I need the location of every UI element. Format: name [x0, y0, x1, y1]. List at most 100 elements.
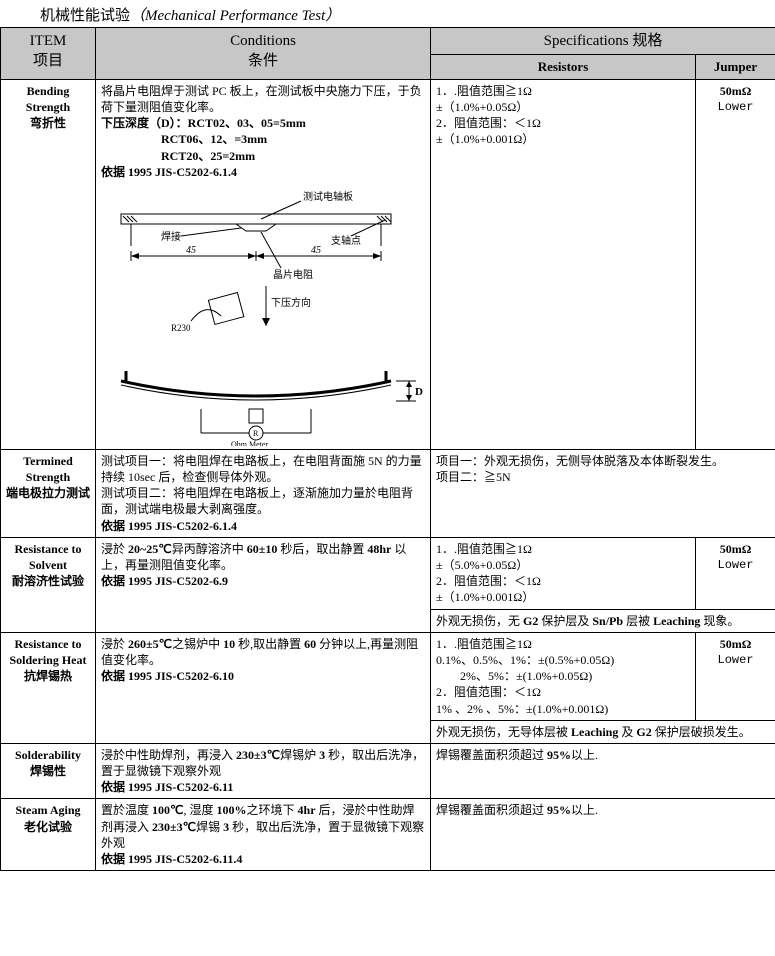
soldheat-spec-l4: 2．阻值范围：＜1Ω [436, 684, 690, 700]
termined-cond-l2: 测试项目二：将电阻焊在电路板上，逐渐施加力量於电阻背面，测试端电极最大剥离强度。 [101, 485, 425, 517]
hdr-cond: Conditions 条件 [96, 28, 431, 80]
soldheat-spec-l3: 2%、5%：±(1.0%+0.05Ω) [436, 668, 690, 684]
solvent-cond-l1: 浸於 20~25℃异丙醇溶济中 60±10 秒后，取出静置 48hr 以上，再量… [101, 541, 425, 573]
soldheat-item: Resistance to Soldering Heat 抗焊锡热 [1, 632, 96, 743]
bending-item-cn: 弯折性 [6, 115, 90, 131]
svg-text:R: R [253, 429, 259, 438]
soldheat-cond-l2: 依据 1995 JIS-C5202-6.10 [101, 668, 425, 684]
steam-cond: 置於温度 100℃, 湿度 100%之环境下 4hr 后，浸於中性助焊剂再浸入 … [96, 799, 431, 871]
svg-text:晶片电阻: 晶片电阻 [273, 268, 313, 281]
bending-cond: 将晶片电阻焊于测试 PC 板上，在测试板中央施力下压，于负荷下量测阻值变化率。 … [96, 79, 431, 449]
soldheat-spec-l5: 1% 、2% 、5%：±(1.0%+0.001Ω) [436, 701, 690, 717]
solderability-item-en: Solderability [6, 747, 90, 763]
hdr-jumper: Jumper [696, 55, 775, 80]
soldheat-note: 外观无损伤，无导体层被 Leaching 及 G2 保护层破损发生。 [431, 720, 775, 743]
bending-jumper: 50mΩ Lower [696, 79, 775, 449]
hdr-spec: Specifications 规格 [431, 28, 775, 55]
solvent-cond: 浸於 20~25℃异丙醇溶济中 60±10 秒后，取出静置 48hr 以上，再量… [96, 537, 431, 632]
solvent-jumper-l1: 50mΩ [701, 541, 770, 557]
steam-cond-l1: 置於温度 100℃, 湿度 100%之环境下 4hr 后，浸於中性助焊剂再浸入 … [101, 802, 425, 851]
bending-jumper-l1: 50mΩ [701, 83, 770, 99]
svg-text:支轴点: 支轴点 [331, 234, 361, 247]
svg-text:45: 45 [311, 245, 321, 256]
row-steam: Steam Aging 老化试验 置於温度 100℃, 湿度 100%之环境下 … [1, 799, 775, 871]
solvent-spec-l2: ±（5.0%+0.05Ω） [436, 557, 690, 573]
solderability-spec: 焊锡覆盖面积须超过 95%以上. [431, 743, 775, 799]
svg-text:下压方向: 下压方向 [271, 296, 311, 309]
svg-text:测试电轴板: 测试电轴板 [303, 190, 353, 203]
bending-cond-l4: RCT20、25=2mm [101, 148, 425, 164]
row-bending: Bending Strength 弯折性 将晶片电阻焊于测试 PC 板上，在测试… [1, 79, 775, 449]
soldheat-jumper: 50mΩ Lower [696, 632, 775, 720]
hdr-item: ITEM 项目 [1, 28, 96, 80]
hdr-resistors: Resistors [431, 55, 696, 80]
termined-item: Termined Strength 端电极拉力测试 [1, 449, 96, 537]
steam-cond-l2: 依据 1995 JIS-C5202-6.11.4 [101, 851, 425, 867]
termined-item-en: Termined Strength [6, 453, 90, 485]
termined-spec-l2: 项目二：≧5N [436, 469, 770, 485]
bending-cond-l1: 将晶片电阻焊于测试 PC 板上，在测试板中央施力下压，于负荷下量测阻值变化率。 [101, 83, 425, 115]
svg-text:D: D [415, 386, 423, 398]
row-solvent-a: Resistance to Solvent 耐溶济性试验 浸於 20~25℃异丙… [1, 537, 775, 609]
hdr-item-cn: 项目 [6, 51, 90, 71]
svg-text:R230: R230 [171, 323, 191, 333]
solvent-spec-l1: 1．.阻值范围≧1Ω [436, 541, 690, 557]
hdr-cond-cn: 条件 [101, 51, 425, 71]
soldheat-cond: 浸於 260±5℃之锡炉中 10 秒,取出静置 60 分钟以上,再量测阻值变化率… [96, 632, 431, 743]
solderability-item: Solderability 焊锡性 [1, 743, 96, 799]
steam-item-cn: 老化试验 [6, 819, 90, 835]
bending-item: Bending Strength 弯折性 [1, 79, 96, 449]
solvent-item-en: Resistance to Solvent [6, 541, 90, 573]
termined-spec: 项目一：外观无损伤，无侧导体脱落及本体断裂发生。 项目二：≧5N [431, 449, 775, 537]
svg-text:焊接: 焊接 [161, 230, 181, 243]
soldheat-item-cn: 抗焊锡热 [6, 668, 90, 684]
bending-item-en: Bending Strength [6, 83, 90, 115]
solvent-spec-l4: ±（1.0%+0.001Ω） [436, 589, 690, 605]
termined-cond: 测试项目一：将电阻焊在电路板上，在电阻背面施 5N 的力量持续 10sec 后，… [96, 449, 431, 537]
bending-cond-l3: RCT06、12、=3mm [101, 131, 425, 147]
page-title: 机械性能试验（Mechanical Performance Test） [0, 0, 775, 27]
solvent-item-cn: 耐溶济性试验 [6, 573, 90, 589]
steam-item: Steam Aging 老化试验 [1, 799, 96, 871]
soldheat-spec-l1: 1．.阻值范围≧1Ω [436, 636, 690, 652]
title-cn: 机械性能试验 [40, 8, 130, 24]
termined-cond-l1: 测试项目一：将电阻焊在电路板上，在电阻背面施 5N 的力量持续 10sec 后，… [101, 453, 425, 485]
row-solderability: Solderability 焊锡性 浸於中性助焊剂，再浸入 230±3℃焊锡炉 … [1, 743, 775, 799]
bending-spec-l3: 2．阻值范围：＜1Ω [436, 115, 690, 131]
solvent-spec-l3: 2．阻值范围：＜1Ω [436, 573, 690, 589]
row-soldheat-a: Resistance to Soldering Heat 抗焊锡热 浸於 260… [1, 632, 775, 720]
solvent-note: 外观无损伤，无 G2 保护层及 Sn/Pb 层被 Leaching 现象。 [431, 609, 775, 632]
steam-item-en: Steam Aging [6, 802, 90, 818]
svg-text:45: 45 [186, 245, 196, 256]
solvent-jumper-l2: Lower [701, 557, 770, 573]
soldheat-spec: 1．.阻值范围≧1Ω 0.1%、0.5%、1%：±(0.5%+0.05Ω) 2%… [431, 632, 696, 720]
bending-cond-l2: 下压深度（D）：RCT02、03、05=5mm [101, 115, 425, 131]
solderability-cond: 浸於中性助焊剂，再浸入 230±3℃焊锡炉 3 秒，取出后洗净，置于显微镜下观察… [96, 743, 431, 799]
bending-spec-l1: 1．.阻值范围≧1Ω [436, 83, 690, 99]
title-en: （Mechanical Performance Test） [130, 8, 340, 24]
steam-spec: 焊锡覆盖面积须超过 95%以上. [431, 799, 775, 871]
solderability-item-cn: 焊锡性 [6, 763, 90, 779]
bending-spec-l2: ±（1.0%+0.05Ω） [436, 99, 690, 115]
soldheat-cond-l1: 浸於 260±5℃之锡炉中 10 秒,取出静置 60 分钟以上,再量测阻值变化率… [101, 636, 425, 668]
termined-spec-l1: 项目一：外观无损伤，无侧导体脱落及本体断裂发生。 [436, 453, 770, 469]
spec-table: ITEM 项目 Conditions 条件 Specifications 规格 … [0, 27, 775, 871]
bending-spec: 1．.阻值范围≧1Ω ±（1.0%+0.05Ω） 2．阻值范围：＜1Ω ±（1.… [431, 79, 696, 449]
hdr-cond-en: Conditions [101, 31, 425, 51]
solvent-jumper: 50mΩ Lower [696, 537, 775, 609]
bending-spec-l4: ±（1.0%+0.001Ω） [436, 131, 690, 147]
bending-diagram: 45 45 测试电轴板 焊接 支轴点 晶片电阻 R230 下压方向 [101, 186, 425, 446]
soldheat-item-en: Resistance to Soldering Heat [6, 636, 90, 668]
soldheat-jumper-l2: Lower [701, 652, 770, 668]
solvent-cond-l2: 依据 1995 JIS-C5202-6.9 [101, 573, 425, 589]
termined-item-cn: 端电极拉力测试 [6, 485, 90, 501]
termined-cond-l3: 依据 1995 JIS-C5202-6.1.4 [101, 518, 425, 534]
solvent-item: Resistance to Solvent 耐溶济性试验 [1, 537, 96, 632]
bending-jumper-l2: Lower [701, 99, 770, 115]
solderability-cond-l2: 依据 1995 JIS-C5202-6.11 [101, 779, 425, 795]
soldheat-jumper-l1: 50mΩ [701, 636, 770, 652]
hdr-item-en: ITEM [6, 31, 90, 51]
svg-text:Ohm Meter: Ohm Meter [231, 440, 268, 446]
bending-cond-l5: 依据 1995 JIS-C5202-6.1.4 [101, 164, 425, 180]
row-termined: Termined Strength 端电极拉力测试 测试项目一：将电阻焊在电路板… [1, 449, 775, 537]
